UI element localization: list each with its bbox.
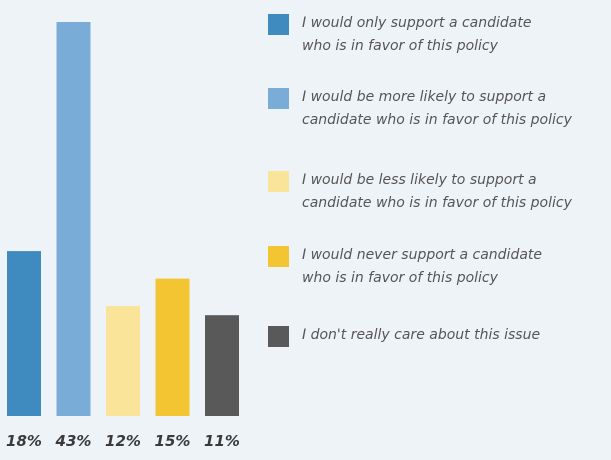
bar-dont-care — [205, 315, 239, 416]
bar-never-support — [155, 278, 190, 416]
bar-more-likely — [56, 22, 91, 416]
bar-value-label-more-likely: 43% — [55, 432, 92, 450]
bar-value-label-less-likely: 12% — [105, 432, 141, 450]
bar-less-likely — [106, 306, 140, 416]
bar-only-support — [7, 251, 41, 416]
bar-value-label-dont-care: 11% — [204, 432, 240, 450]
bar-value-label-never-support: 15% — [155, 432, 191, 450]
bar-value-label-only-support: 18% — [6, 432, 42, 450]
